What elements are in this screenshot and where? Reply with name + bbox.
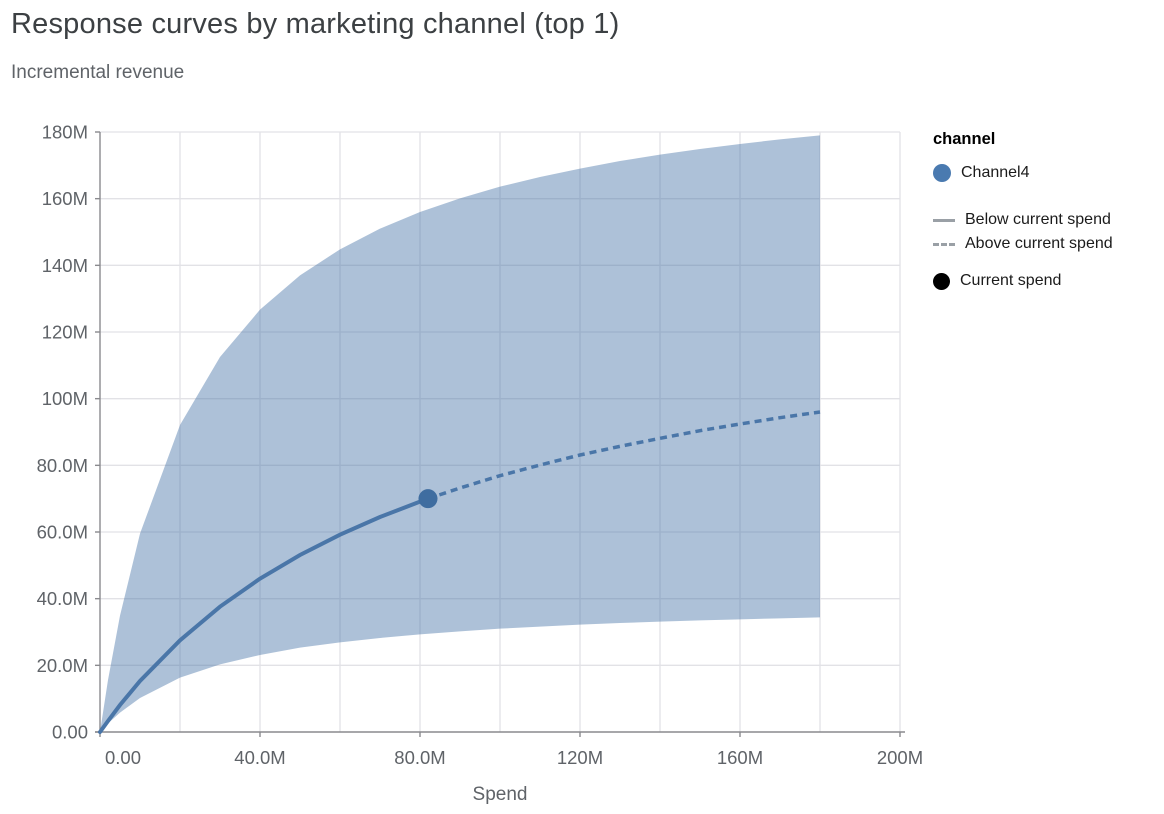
dashed-line-icon [933,242,955,246]
chart-header: Response curves by marketing channel (to… [11,8,911,84]
x-tick-label: 200M [877,747,923,768]
above-current-curve[interactable] [427,410,821,501]
legend-item-channel4[interactable]: Channel4 [933,161,1158,185]
legend-item-below-current-spend[interactable]: Below current spend [933,208,1158,232]
current-spend-dot-icon [933,272,950,290]
below-current-curve[interactable] [98,496,430,734]
legend-item-current-spend[interactable]: Current spend [933,269,1158,293]
y-tick-label: 80.0M [37,455,88,476]
y-tick-label: 100M [42,388,88,409]
x-tick-label: 160M [717,747,763,768]
legend-item-above-current-spend[interactable]: Above current spend [933,232,1158,256]
x-tick-label: 40.0M [234,747,285,768]
y-tick-label: 0.00 [52,722,88,743]
confidence-band[interactable] [100,135,820,733]
x-axis-title: Spend [473,784,528,805]
y-tick-label: 180M [42,122,88,143]
legend-spacer [933,256,1158,269]
x-tick-label: 0.00 [105,747,141,768]
legend-group-title: channel [933,130,996,148]
y-tick-label: 120M [42,322,88,343]
legend-item-label: Channel4 [961,164,1030,181]
x-tick-label: 120M [557,747,603,768]
y-tick-label: 20.0M [37,655,88,676]
channel4-swatch-icon [933,164,951,182]
y-tick-label: 40.0M [37,588,88,609]
solid-line-icon [933,218,955,222]
legend-spacer [933,185,1158,208]
x-tick-label: 80.0M [394,747,445,768]
legend-item-label: Below current spend [965,211,1111,228]
legend-item-label: Current spend [960,272,1062,289]
legend: channel Channel4 Below current spend Abo… [933,130,1158,293]
legend-item-label: Above current spend [965,235,1113,252]
y-axis-subtitle: Incremental revenue [11,62,185,83]
y-tick-label: 140M [42,255,88,276]
y-tick-label: 160M [42,188,88,209]
page-title: Response curves by marketing channel (to… [11,8,620,40]
current-spend-dot[interactable] [418,489,438,509]
y-tick-label: 60.0M [37,522,88,543]
